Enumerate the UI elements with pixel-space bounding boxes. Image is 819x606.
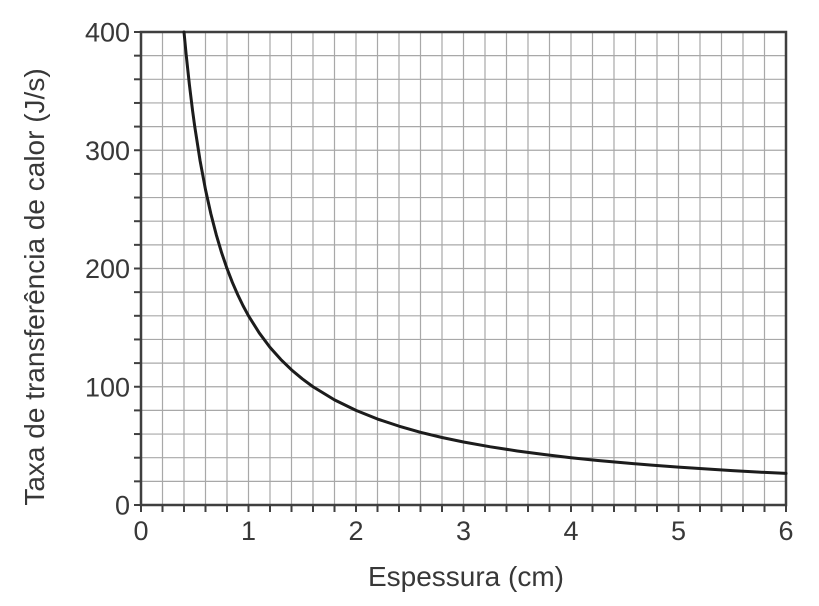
x-tick-label: 4 (563, 516, 578, 546)
x-tick-label: 3 (456, 516, 471, 546)
x-tick-label: 5 (671, 516, 686, 546)
y-axis-title: Taxa de transferência de calor (J/s) (19, 68, 50, 505)
heat-rate-curve (182, 30, 788, 475)
x-axis-title: Espessura (cm) (368, 561, 564, 592)
y-tick-label: 100 (85, 372, 130, 402)
y-tick-label: 300 (85, 136, 130, 166)
y-tick-label: 200 (85, 254, 130, 284)
y-tick-label: 400 (85, 18, 130, 48)
plot-border (139, 30, 788, 507)
x-axis-tick-labels: 0 1 2 3 4 5 6 (133, 516, 793, 546)
y-axis-tick-labels: 0 100 200 300 400 (85, 18, 130, 521)
grid (141, 32, 786, 505)
x-tick-label: 1 (241, 516, 256, 546)
x-tick-label: 0 (133, 516, 148, 546)
y-tick-label: 0 (115, 491, 130, 521)
x-tick-label: 6 (778, 516, 793, 546)
x-tick-label: 2 (348, 516, 363, 546)
